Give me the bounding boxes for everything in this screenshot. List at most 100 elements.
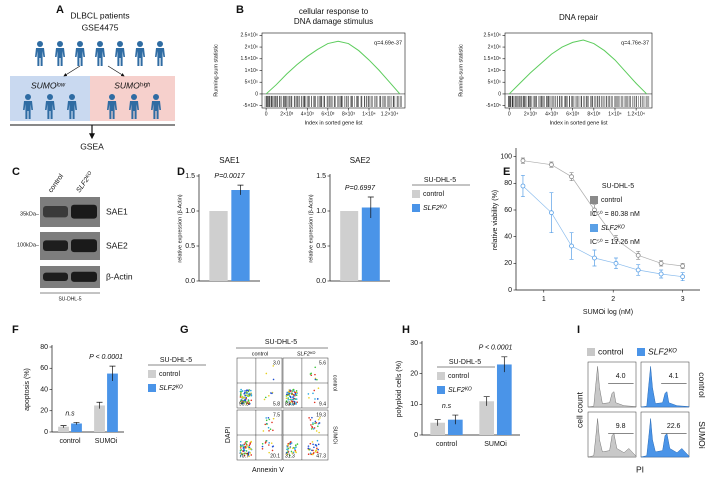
y-tick-label: 1.5×10⁶ — [241, 56, 259, 62]
cell-event — [289, 447, 291, 449]
y-axis-label: apoptosis (%) — [24, 368, 31, 411]
y-tick-label: 1×10⁶ — [488, 68, 501, 74]
legend-swatch — [148, 384, 156, 392]
cell-event — [315, 449, 318, 451]
cell-event — [313, 446, 315, 449]
x-tick-label: 4×10³ — [301, 111, 314, 117]
y-tick-label: 80 — [504, 180, 512, 187]
cell-event — [243, 396, 246, 399]
bar — [361, 207, 380, 281]
cell-event — [248, 394, 251, 397]
cell-event — [264, 396, 267, 399]
cell-event — [250, 399, 253, 402]
error-bar — [60, 425, 67, 428]
significance-label: P < 0.0001 — [89, 354, 123, 361]
cell-event — [293, 402, 296, 405]
error-bar — [434, 419, 441, 426]
person-icon — [75, 41, 85, 66]
cell-event — [289, 443, 292, 445]
bar — [340, 211, 359, 281]
cell-event — [266, 423, 268, 425]
data-point — [520, 183, 526, 189]
quadrant-value: 3.0 — [273, 360, 280, 366]
x-tick-label: 1.2×10⁴ — [381, 111, 399, 117]
gate-value: 9.8 — [616, 423, 626, 430]
cell-event — [272, 365, 275, 367]
cell-event — [245, 446, 247, 449]
x-tick-label: control — [436, 441, 457, 448]
legend-swatch — [590, 196, 598, 204]
cell-event — [316, 378, 318, 381]
cell-event — [246, 452, 249, 455]
data-point — [658, 260, 664, 266]
quadrant-value: 5.8 — [273, 401, 280, 407]
dataset-label: GSE4475 — [82, 22, 119, 32]
y-tick-label: 0 — [498, 91, 501, 97]
data-point — [635, 267, 641, 273]
x-tick-label: 2×10³ — [524, 111, 537, 117]
data-point — [635, 252, 641, 258]
cell-event — [269, 428, 272, 431]
legend-title: SU-DHL-5 — [602, 183, 634, 190]
cell-event — [245, 450, 248, 452]
cell-event — [319, 417, 321, 419]
error-bar — [367, 196, 374, 218]
cell-event — [240, 452, 243, 455]
blot-strip — [40, 266, 100, 288]
cell-event — [294, 392, 297, 395]
cell-event — [295, 398, 298, 400]
cell-event — [244, 401, 247, 403]
y-tick-label: 1.5×10⁶ — [484, 56, 502, 62]
cell-event — [247, 446, 250, 448]
cell-event — [286, 391, 288, 394]
x-tick-label: SUMOi — [484, 441, 507, 448]
cell-event — [250, 394, 253, 397]
cell-event — [248, 392, 251, 395]
cell-event — [242, 400, 245, 403]
cell-event — [290, 442, 293, 444]
cell-event — [240, 449, 243, 451]
y-tick-label: 0.0 — [185, 278, 195, 285]
cell-event — [290, 450, 293, 453]
y-tick-label: 60 — [40, 365, 48, 372]
quadrant-value: 31.3 — [285, 453, 295, 459]
lane-label: control — [47, 173, 65, 195]
cohort-title: DLBCL patients — [70, 10, 129, 20]
cell-event — [307, 447, 310, 450]
legend-title: SU-DHL-5 — [449, 359, 481, 366]
quadrant-value: 47.3 — [316, 453, 326, 459]
cell-event — [246, 391, 248, 394]
cell-event — [312, 453, 314, 456]
cell-event — [308, 448, 311, 451]
data-point — [613, 260, 619, 266]
row-label: SUMOi — [332, 426, 338, 444]
x-tick-label: 8×10³ — [342, 111, 355, 117]
cell-event — [290, 392, 293, 395]
cell-event — [293, 400, 296, 403]
cell-event — [268, 418, 271, 421]
cell-event — [241, 396, 243, 399]
legend-title: SU-DHL-5 — [160, 357, 192, 364]
blot-band — [71, 271, 97, 282]
cell-event — [292, 398, 295, 401]
cell-event — [308, 397, 310, 399]
cell-event — [314, 422, 316, 425]
cell-event — [311, 416, 313, 419]
bar — [107, 373, 118, 432]
cell-event — [271, 449, 274, 452]
cell-event — [290, 401, 292, 404]
cell-event — [250, 441, 253, 443]
y-tick-label: 1.5 — [185, 173, 195, 180]
person-icon — [35, 41, 45, 66]
legend-label: control — [448, 373, 469, 380]
row-label: control — [332, 375, 338, 392]
y-tick-label: 80 — [40, 344, 48, 351]
arrow — [63, 65, 81, 77]
legend-swatch — [637, 348, 645, 356]
gate-value: 22.6 — [667, 423, 681, 430]
legend-label: control — [601, 197, 622, 204]
y-tick-label: 5×10⁵ — [488, 80, 501, 86]
quadrant-value: 7.5 — [273, 412, 280, 418]
cell-event — [248, 402, 250, 405]
